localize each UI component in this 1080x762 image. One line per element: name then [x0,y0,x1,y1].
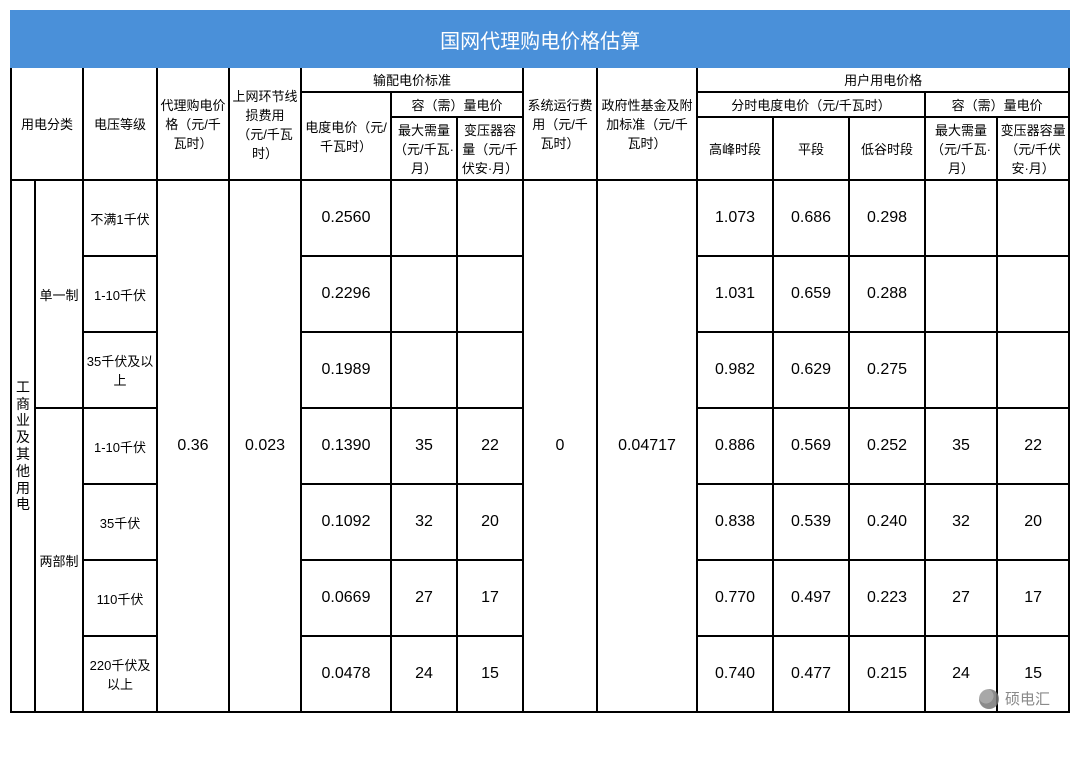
hdr-proxy: 代理购电价格（元/千瓦时） [157,67,229,180]
voltage-cell: 1-10千伏 [83,408,157,484]
degree-cell: 0.2296 [301,256,391,332]
hdr-voltage: 电压等级 [83,67,157,180]
valley-cell: 0.240 [849,484,925,560]
watermark: 硕电汇 [979,688,1050,709]
hdr-online-loss: 上网环节线损费用（元/千瓦时） [229,67,301,180]
peak-cell: 1.073 [697,180,773,256]
tc2-cell [997,256,1069,332]
price-table: 国网代理购电价格估算 用电分类 电压等级 代理购电价格（元/千瓦时） 上网环节线… [10,10,1070,713]
watermark-text: 硕电汇 [1005,688,1050,709]
hdr-flat: 平段 [773,117,849,180]
category-cell: 工商业及其他用电 [11,180,35,712]
md2-cell: 27 [925,560,997,636]
flat-cell: 0.629 [773,332,849,408]
hdr-trans-group: 输配电价标准 [301,67,523,92]
tc-cell: 15 [457,636,523,712]
proxy-val: 0.36 [157,180,229,712]
md-cell [391,332,457,408]
tc2-cell: 22 [997,408,1069,484]
hdr-max-demand-2: 最大需量（元/千瓦·月） [925,117,997,180]
tc-cell: 17 [457,560,523,636]
hdr-max-demand: 最大需量（元/千瓦·月） [391,117,457,180]
peak-cell: 0.838 [697,484,773,560]
tariff-a: 单一制 [35,180,83,408]
md-cell [391,180,457,256]
tc-cell [457,256,523,332]
voltage-cell: 35千伏及以上 [83,332,157,408]
peak-cell: 0.982 [697,332,773,408]
md-cell: 27 [391,560,457,636]
tc-cell: 20 [457,484,523,560]
hdr-capacity-group-2: 容（需）量电价 [925,92,1069,117]
header-row-1: 用电分类 电压等级 代理购电价格（元/千瓦时） 上网环节线损费用（元/千瓦时） … [11,67,1069,92]
voltage-cell: 110千伏 [83,560,157,636]
md-cell [391,256,457,332]
degree-cell: 0.0669 [301,560,391,636]
valley-cell: 0.215 [849,636,925,712]
hdr-degree-price: 电度电价（元/千瓦时） [301,92,391,180]
flat-cell: 0.686 [773,180,849,256]
hdr-user-group: 用户用电价格 [697,67,1069,92]
valley-cell: 0.223 [849,560,925,636]
flat-cell: 0.539 [773,484,849,560]
valley-cell: 0.275 [849,332,925,408]
md2-cell [925,256,997,332]
md2-cell: 32 [925,484,997,560]
degree-cell: 0.1989 [301,332,391,408]
hdr-tou-group: 分时电度电价（元/千瓦时） [697,92,925,117]
md2-cell [925,180,997,256]
hdr-trans-cap: 变压器容量（元/千伏安·月） [457,117,523,180]
degree-cell: 0.1390 [301,408,391,484]
wechat-icon [979,689,999,709]
tc-cell: 22 [457,408,523,484]
degree-cell: 0.0478 [301,636,391,712]
voltage-cell: 1-10千伏 [83,256,157,332]
hdr-gov: 政府性基金及附加标准（元/千瓦时） [597,67,697,180]
degree-cell: 0.1092 [301,484,391,560]
tc2-cell [997,180,1069,256]
gov-val: 0.04717 [597,180,697,712]
table-title-row: 国网代理购电价格估算 [11,11,1069,67]
valley-cell: 0.298 [849,180,925,256]
md2-cell [925,332,997,408]
valley-cell: 0.252 [849,408,925,484]
hdr-category: 用电分类 [11,67,83,180]
voltage-cell: 35千伏 [83,484,157,560]
hdr-sys: 系统运行费用（元/千瓦时） [523,67,597,180]
tc2-cell: 17 [997,560,1069,636]
tc-cell [457,180,523,256]
flat-cell: 0.477 [773,636,849,712]
tc2-cell [997,332,1069,408]
voltage-cell: 不满1千伏 [83,180,157,256]
md-cell: 32 [391,484,457,560]
hdr-peak: 高峰时段 [697,117,773,180]
md-cell: 24 [391,636,457,712]
tc2-cell: 20 [997,484,1069,560]
md-cell: 35 [391,408,457,484]
peak-cell: 0.770 [697,560,773,636]
valley-cell: 0.288 [849,256,925,332]
peak-cell: 0.740 [697,636,773,712]
hdr-valley: 低谷时段 [849,117,925,180]
flat-cell: 0.569 [773,408,849,484]
peak-cell: 1.031 [697,256,773,332]
hdr-trans-cap-2: 变压器容量（元/千伏安·月） [997,117,1069,180]
tc-cell [457,332,523,408]
degree-cell: 0.2560 [301,180,391,256]
peak-cell: 0.886 [697,408,773,484]
table-title: 国网代理购电价格估算 [11,11,1069,67]
voltage-cell: 220千伏及以上 [83,636,157,712]
loss-val: 0.023 [229,180,301,712]
flat-cell: 0.497 [773,560,849,636]
sys-val: 0 [523,180,597,712]
table-row: 工商业及其他用电 单一制 不满1千伏 0.36 0.023 0.2560 0 0… [11,180,1069,256]
flat-cell: 0.659 [773,256,849,332]
hdr-capacity-group: 容（需）量电价 [391,92,523,117]
md2-cell: 35 [925,408,997,484]
tariff-b: 两部制 [35,408,83,712]
